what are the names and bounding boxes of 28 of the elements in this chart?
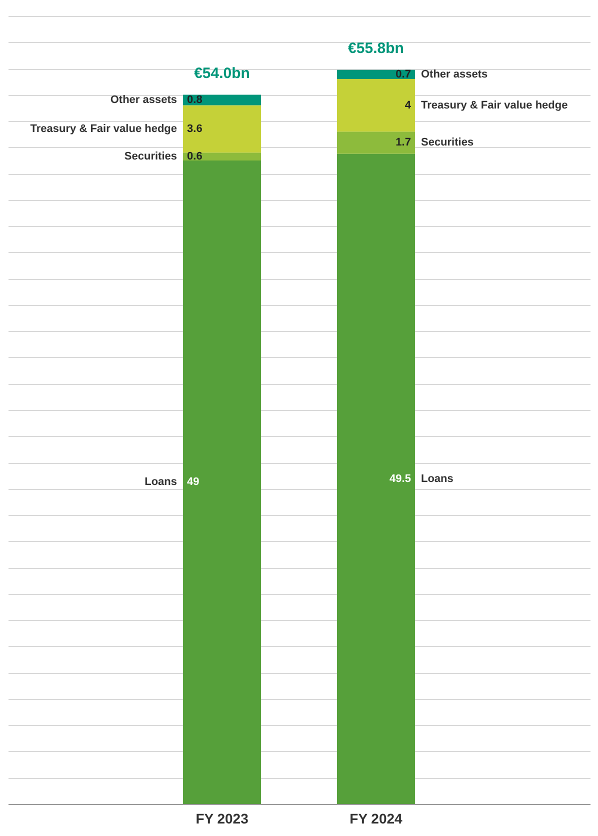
bar <box>183 94 262 106</box>
bar <box>336 70 415 80</box>
bar <box>183 105 262 153</box>
x-tick-label: FY 2024 <box>350 810 403 826</box>
text: Loans <box>420 472 454 485</box>
series-label: Other assets <box>110 94 178 106</box>
data-label: 0.7 <box>396 68 411 80</box>
text: Securities <box>420 136 474 149</box>
data-label: 49 <box>187 476 200 488</box>
data-label: 0.8 <box>187 94 202 106</box>
data-label: 49.5 <box>390 472 411 485</box>
bar <box>336 154 415 804</box>
total-label: €54.0bn <box>194 64 250 82</box>
text: Other assets <box>420 68 488 80</box>
text: Treasury & Fair value hedge <box>420 99 568 112</box>
bar <box>336 79 415 132</box>
bar <box>336 132 415 154</box>
data-label: 1.7 <box>396 136 411 149</box>
total-label: €55.8bn <box>348 40 404 57</box>
bar <box>183 152 262 160</box>
bar <box>183 160 262 804</box>
series-label: Treasury & Fair value hedge <box>30 122 178 135</box>
series-label: Securities <box>124 150 178 163</box>
data-label: 0.6 <box>187 150 202 163</box>
data-label: 3.6 <box>187 122 202 135</box>
x-tick-label: FY 2023 <box>196 810 249 826</box>
series-label: Loans <box>144 476 178 488</box>
data-label: 4 <box>404 99 412 112</box>
